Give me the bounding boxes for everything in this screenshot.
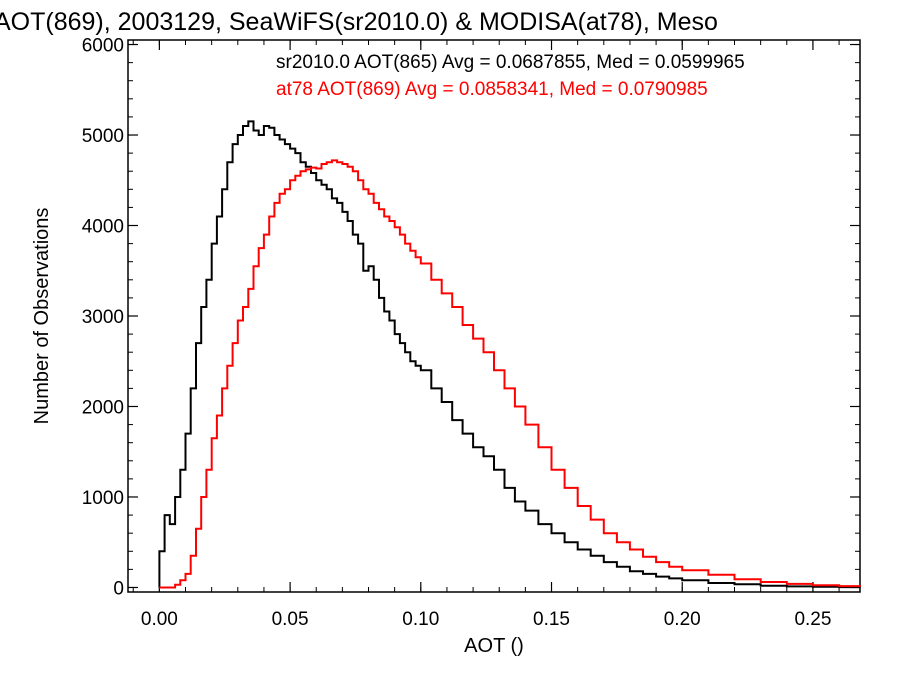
- x-tick-label: 0.10: [402, 609, 439, 630]
- legend: sr2010.0 AOT(865) Avg = 0.0687855, Med =…: [276, 52, 745, 100]
- y-tick-label: 0: [113, 578, 124, 599]
- x-tick-label: 0.20: [664, 609, 701, 630]
- plot-frame: [127, 39, 861, 593]
- y-axis-label: Number of Observations: [31, 208, 53, 425]
- series-line-0: [158, 120, 861, 589]
- y-tick-label: 3000: [82, 307, 124, 328]
- series-layer: [158, 120, 861, 589]
- legend-entry-1: at78 AOT(869) Avg = 0.0858341, Med = 0.0…: [276, 79, 708, 100]
- y-tick-label: 2000: [82, 397, 124, 418]
- y-tick-label: 1000: [82, 488, 124, 509]
- legend-entry-0: sr2010.0 AOT(865) Avg = 0.0687855, Med =…: [276, 52, 745, 73]
- y-tick-label: 4000: [82, 217, 124, 238]
- axis-ticks: [128, 40, 860, 592]
- chart-title: AOT(869), 2003129, SeaWiFS(sr2010.0) & M…: [0, 8, 718, 36]
- x-tick-label: 0.00: [141, 609, 178, 630]
- x-axis-label: AOT (): [464, 635, 524, 657]
- series-line-1: [159, 159, 861, 589]
- y-tick-label: 5000: [82, 126, 124, 147]
- x-tick-label: 0.25: [794, 609, 831, 630]
- y-axis-tick-labels: 0 1000 2000 3000 4000 5000 6000: [82, 36, 124, 600]
- x-axis-tick-labels: 0.00 0.05 0.10 0.15 0.20 0.25: [141, 609, 832, 630]
- y-tick-label: 6000: [82, 36, 124, 57]
- x-tick-label: 0.15: [533, 609, 570, 630]
- x-tick-label: 0.05: [272, 609, 309, 630]
